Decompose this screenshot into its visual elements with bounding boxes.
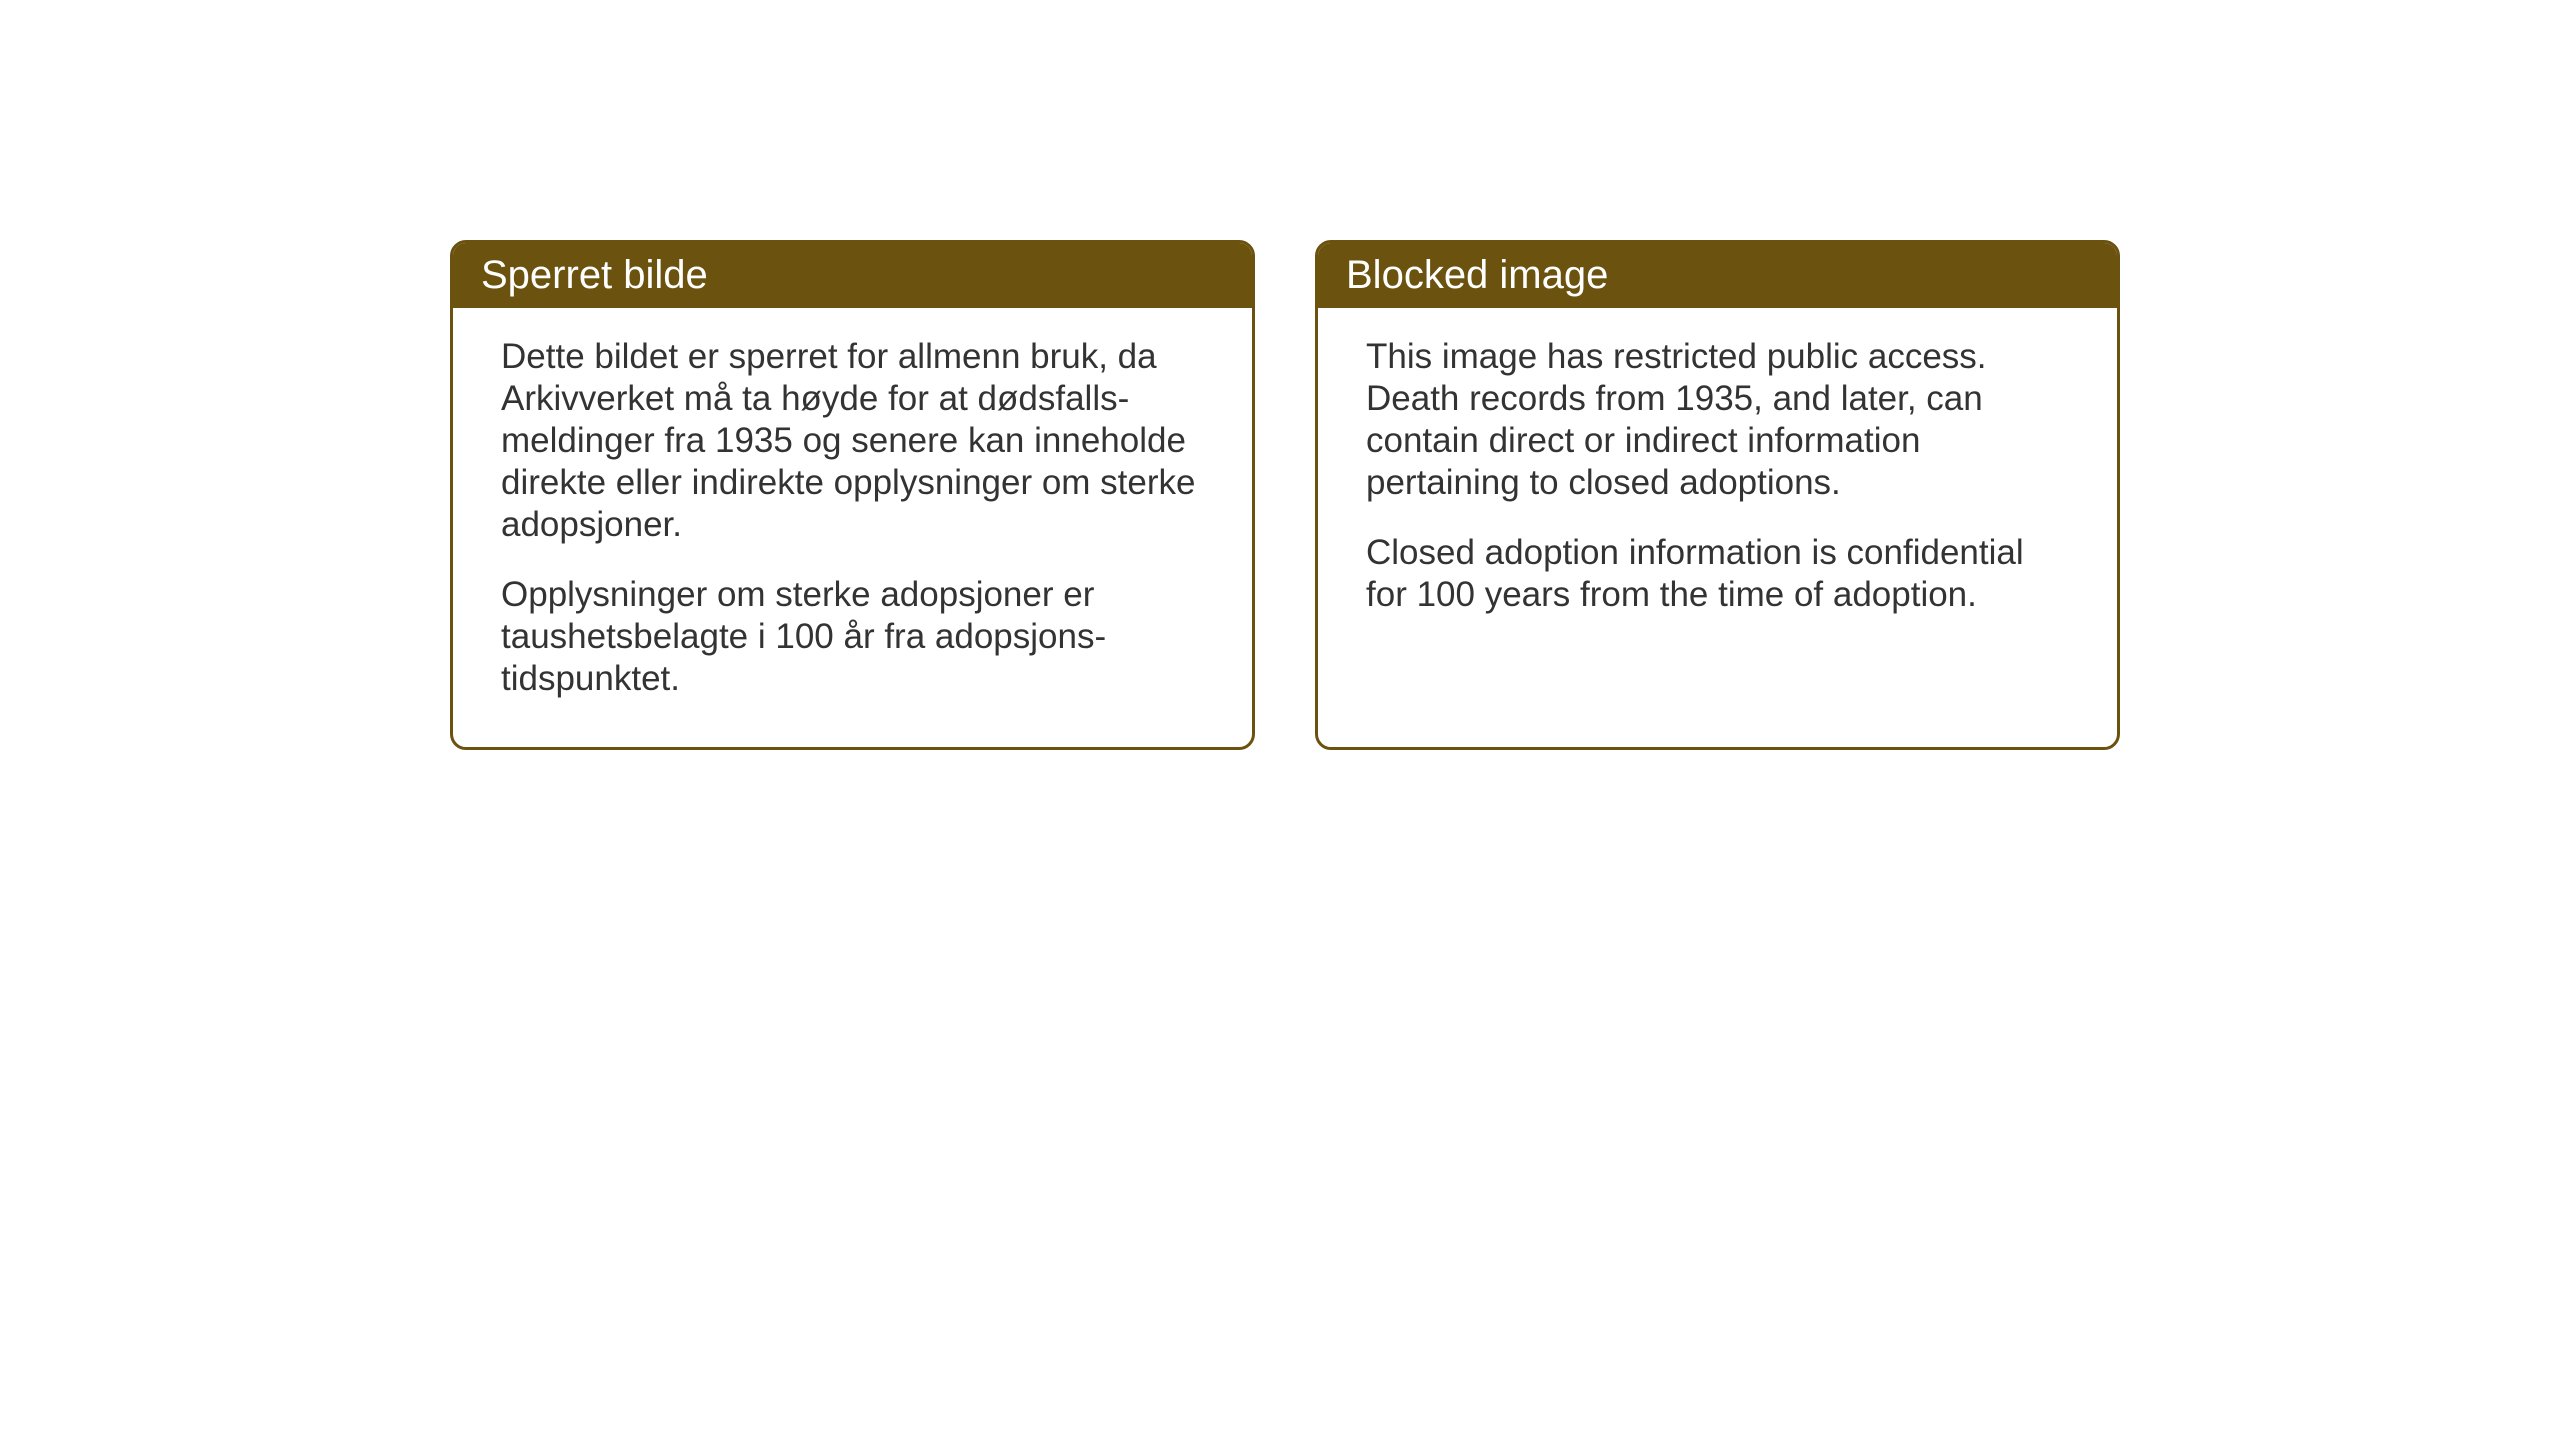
english-paragraph-2: Closed adoption information is confident… — [1366, 532, 2069, 616]
cards-container: Sperret bilde Dette bildet er sperret fo… — [450, 240, 2560, 750]
norwegian-card-body: Dette bildet er sperret for allmenn bruk… — [453, 308, 1252, 738]
norwegian-paragraph-1: Dette bildet er sperret for allmenn bruk… — [501, 336, 1204, 546]
norwegian-paragraph-2: Opplysninger om sterke adopsjoner er tau… — [501, 574, 1204, 700]
english-paragraph-1: This image has restricted public access.… — [1366, 336, 2069, 504]
norwegian-card: Sperret bilde Dette bildet er sperret fo… — [450, 240, 1255, 750]
norwegian-card-header: Sperret bilde — [453, 243, 1252, 308]
english-card-header: Blocked image — [1318, 243, 2117, 308]
english-card: Blocked image This image has restricted … — [1315, 240, 2120, 750]
english-card-body: This image has restricted public access.… — [1318, 308, 2117, 654]
